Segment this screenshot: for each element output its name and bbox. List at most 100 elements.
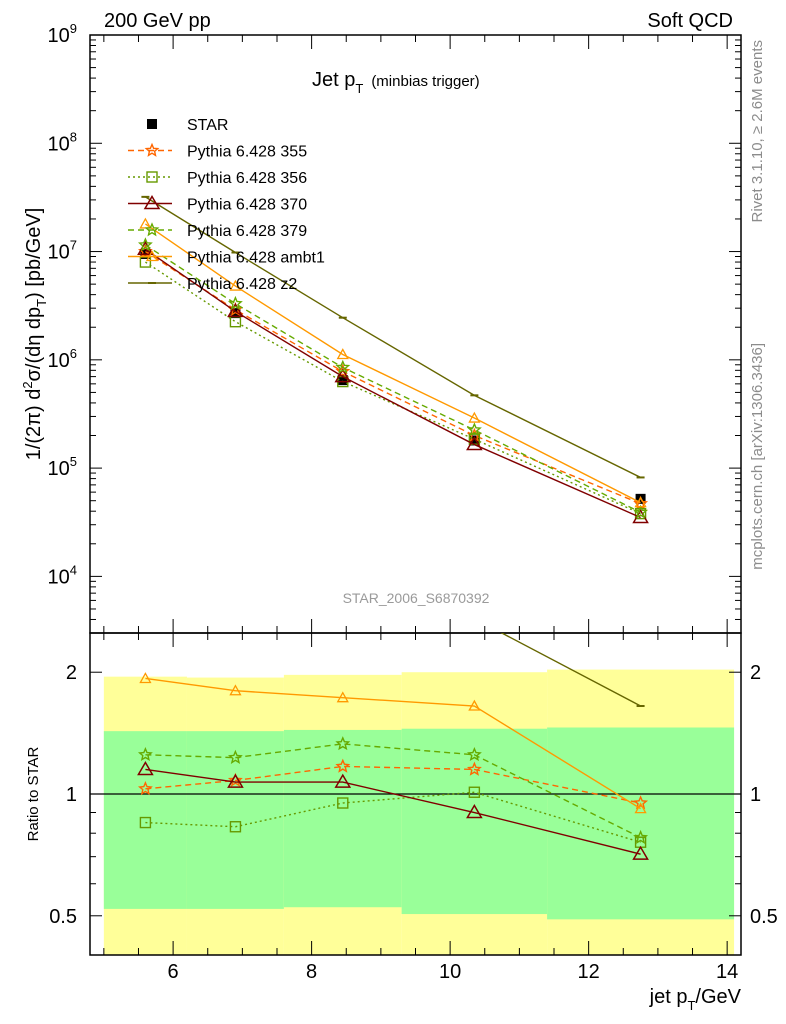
- ratio-point: [468, 699, 481, 711]
- legend-label: Pythia 6.428 ambt1: [187, 250, 325, 267]
- ratio-point: [633, 795, 649, 810]
- legend-label: Pythia 6.428 355: [187, 144, 307, 161]
- legend-label: STAR: [187, 117, 228, 134]
- ratio-point: [227, 749, 243, 765]
- ratio-point: [334, 773, 352, 788]
- ratio-point: [229, 821, 242, 833]
- ratio-y-tick-label-right: 0.5: [750, 906, 778, 928]
- ratio-y-axis-title: Ratio to STAR: [25, 746, 42, 841]
- header-left-label: 200 GeV pp: [104, 10, 211, 32]
- main-series: [137, 195, 649, 524]
- ratio-series-pythia-6-428-355: [137, 758, 649, 810]
- ratio-point: [633, 829, 649, 844]
- legend-entry-pythia-6-428-ambt1: Pythia 6.428 ambt1: [128, 250, 325, 267]
- ratio-series-line: [145, 768, 641, 855]
- legend: STAR Pythia 6.428 355 Pythia 6.428 356 Pyth…: [128, 117, 325, 293]
- data-point: [466, 422, 482, 437]
- ratio-point: [227, 772, 243, 787]
- data-point: [229, 279, 242, 291]
- series-line: [145, 248, 641, 519]
- series-pythia-6-428-ambt1: [139, 217, 647, 508]
- x-tick-label: 6: [168, 961, 179, 983]
- legend-entry-pythia-6-428-z2: Pythia 6.428 z2: [128, 276, 297, 293]
- band-inner: [547, 727, 735, 920]
- legend-label: Pythia 6.428 356: [187, 170, 307, 187]
- ratio-series-pythia-6-428-ambt1: [139, 672, 647, 814]
- series-pythia-6-428-370: [137, 240, 649, 524]
- legend-label: Pythia 6.428 379: [187, 223, 307, 240]
- legend-marker: [145, 250, 159, 262]
- ratio-series-line: [145, 765, 641, 804]
- ratio-axis-ticks: 6 8 10 12 140.5 0.51 12 2: [49, 633, 778, 983]
- data-point: [336, 348, 349, 360]
- ratio-series-line: [145, 791, 641, 843]
- y-tick-label: 109: [48, 21, 77, 47]
- rivet-version-label: Rivet 3.1.10, ≥ 2.6M events: [749, 40, 766, 223]
- ratio-bands: [90, 669, 741, 955]
- data-point: [335, 359, 351, 374]
- data-point: [334, 368, 352, 383]
- source-label: mcplots.cern.ch [arXiv:1306.3436]: [749, 343, 766, 570]
- x-tick-label: 8: [306, 961, 317, 983]
- legend-marker: [146, 171, 158, 183]
- series-line: [145, 223, 641, 504]
- series-pythia-6-428-379: [137, 237, 649, 519]
- main-y-axis-title: 1/(2π) d2σ/(dη dpT) [pb/GeV]: [20, 208, 49, 461]
- legend-entry-pythia-6-428-379: Pythia 6.428 379: [128, 222, 307, 240]
- main-axis-ticks: 104 105 106 107 108 109: [48, 21, 741, 634]
- legend-marker: [144, 222, 160, 237]
- ratio-point: [336, 691, 349, 703]
- ratio-series-pythia-6-428-379: [137, 736, 649, 844]
- ratio-point: [337, 797, 349, 809]
- ratio-point: [335, 758, 351, 773]
- y-tick-label: 108: [48, 129, 77, 155]
- data-point: [335, 363, 351, 378]
- ratio-point: [137, 780, 153, 796]
- plot-title: Jet pT (minbias trigger): [312, 69, 480, 96]
- ratio-point: [634, 802, 647, 814]
- ratio-point: [137, 760, 154, 776]
- ratio-y-tick-label-right: 2: [750, 662, 761, 684]
- data-point: [227, 302, 244, 318]
- data-point: [634, 496, 647, 508]
- x-axis-title: jet pT/GeV: [649, 986, 742, 1013]
- histogram-id: STAR_2006_S6870392: [343, 590, 490, 606]
- ratio-point: [632, 845, 649, 860]
- ratio-series-line: [145, 677, 641, 810]
- x-tick-label: 10: [439, 961, 461, 983]
- ratio-series-line: [500, 633, 641, 707]
- band-inner: [283, 729, 402, 908]
- legend-entry-star: STAR: [147, 117, 228, 134]
- ratio-point: [466, 804, 483, 819]
- legend-marker: [147, 119, 157, 129]
- data-point: [468, 411, 481, 423]
- ratio-point: [466, 761, 482, 776]
- ratio-point: [335, 736, 351, 751]
- ratio-point: [468, 786, 481, 798]
- legend-label: Pythia 6.428 370: [187, 197, 307, 214]
- ratio-point: [137, 746, 153, 762]
- data-point: [469, 435, 480, 446]
- data-point: [137, 237, 153, 252]
- ratio-series-line: [145, 743, 641, 839]
- data-point: [337, 375, 348, 386]
- data-point: [634, 507, 647, 520]
- ratio-point: [139, 816, 152, 829]
- ratio-y-tick-label-left: 2: [66, 662, 77, 684]
- series-pythia-6-428-z2: [141, 195, 645, 479]
- legend-entry-pythia-6-428-355: Pythia 6.428 355: [128, 142, 307, 161]
- data-point: [633, 504, 649, 519]
- legend-marker: [144, 142, 160, 157]
- x-tick-label: 12: [578, 961, 600, 983]
- series-pythia-6-428-356: [139, 256, 647, 520]
- ratio-series-pythia-6-428-370: [137, 760, 649, 860]
- y-tick-label: 104: [48, 562, 77, 588]
- y-tick-label: 106: [48, 346, 77, 372]
- legend-label: Pythia 6.428 z2: [187, 276, 297, 293]
- ratio-point: [466, 746, 482, 762]
- legend-marker: [143, 195, 161, 210]
- y-tick-label: 105: [48, 454, 77, 480]
- series-line: [145, 244, 641, 514]
- ratio-series: [137, 633, 649, 860]
